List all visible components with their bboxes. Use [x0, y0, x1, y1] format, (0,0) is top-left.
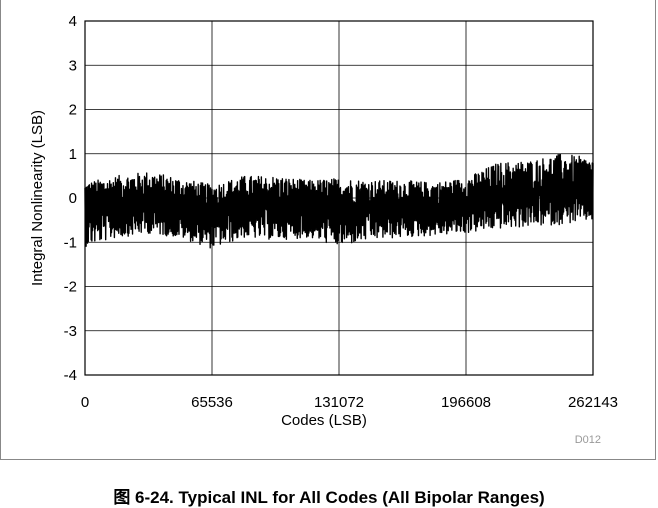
y-tick-label: -3 [64, 323, 77, 340]
y-tick-label: 2 [69, 102, 77, 119]
figure-code-tag: D012 [575, 434, 601, 446]
y-tick-label: -2 [64, 279, 77, 296]
figure-caption: 图 6-24. Typical INL for All Codes (All B… [113, 488, 545, 507]
x-tick-label: 262143 [568, 394, 618, 411]
x-tick-label: 0 [81, 394, 89, 411]
y-axis-label: Integral Nonlinearity (LSB) [29, 110, 46, 286]
x-axis-label: Codes (LSB) [281, 412, 367, 429]
x-tick-label: 65536 [191, 394, 233, 411]
inl-chart: 4 3 2 1 0 -1 -2 -3 -4 0 65536 131072 196608 262143 I… [29, 13, 618, 446]
x-tick-label: 196608 [441, 394, 491, 411]
y-tick-label: 0 [69, 190, 77, 207]
y-tick-label: 4 [69, 13, 77, 30]
x-tick-label: 131072 [314, 394, 364, 411]
plot-area [84, 20, 594, 376]
y-tick-labels: 4 3 2 1 0 -1 -2 -3 -4 [64, 13, 77, 384]
figure-frame [0, 0, 656, 460]
y-tick-label: -4 [64, 367, 77, 384]
y-tick-label: 3 [69, 57, 77, 74]
x-tick-labels: 0 65536 131072 196608 262143 [81, 394, 618, 411]
y-tick-label: -1 [64, 234, 77, 251]
y-tick-label: 1 [69, 146, 77, 163]
inl-series-line [84, 153, 594, 249]
